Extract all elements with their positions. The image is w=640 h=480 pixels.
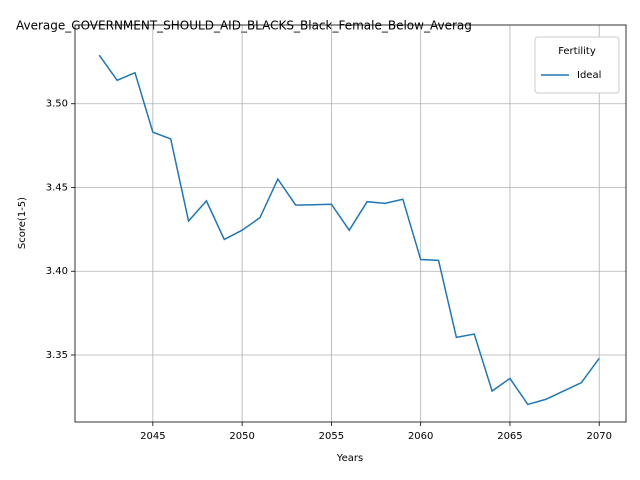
y-tick-label: 3.45 — [46, 182, 68, 193]
x-tick-label: 2050 — [229, 431, 254, 442]
legend-title: Fertility — [558, 46, 596, 57]
x-tick-label: 2065 — [497, 431, 522, 442]
chart-title: Average_GOVERNMENT_SHOULD_AID_BLACKS_Bla… — [16, 19, 472, 33]
plot-frame — [74, 24, 627, 423]
y-tick-label: 3.35 — [46, 350, 68, 361]
x-tick-label: 2055 — [319, 431, 344, 442]
data-line — [98, 54, 600, 406]
x-tick-label: 2045 — [140, 431, 165, 442]
legend-label: Ideal — [577, 70, 601, 81]
y-axis-label: Score(1-5) — [17, 197, 28, 249]
y-tick-label: 3.40 — [46, 266, 68, 277]
x-tick-label: 2060 — [408, 431, 433, 442]
y-tick-label: 3.50 — [46, 99, 68, 110]
x-axis-label: Years — [336, 453, 363, 464]
x-tick-label: 2070 — [586, 431, 611, 442]
legend-box — [534, 36, 620, 94]
